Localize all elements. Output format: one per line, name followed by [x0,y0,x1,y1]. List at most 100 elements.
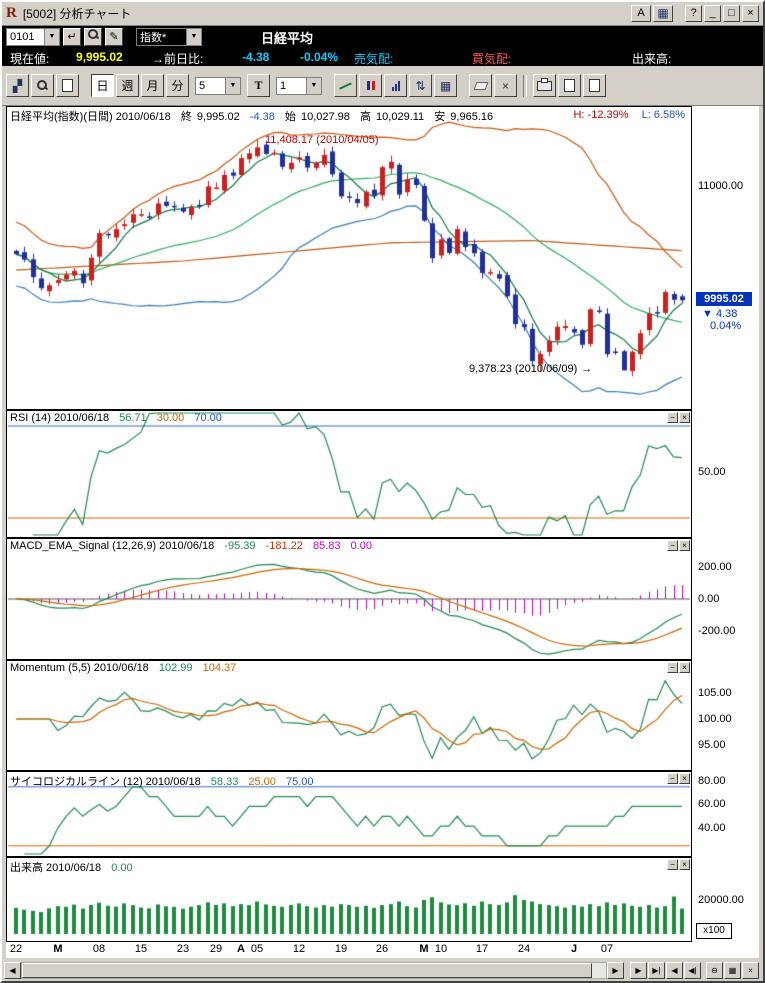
panel-close-button[interactable]: × [679,412,690,423]
symbol-code-input[interactable]: 0101 ▼ [6,28,60,46]
eraser-button[interactable] [469,74,492,97]
jump-start-button[interactable]: ◀| [684,962,701,979]
rsi-axis-label: 50.00 [698,466,726,478]
macd-axis-label: 200.00 [698,561,732,573]
document-icon [62,79,73,92]
up-down-arrows-icon: ⇅ [415,78,426,93]
macd-value: -95.39 [224,540,256,552]
x-axis-label: 10 [434,943,448,955]
search-symbol-button[interactable] [84,28,102,46]
minute-interval-dropdown[interactable]: 5 ▼ [195,76,241,95]
zoom-button[interactable] [31,74,54,97]
edit-symbol-button[interactable]: ✎ [105,28,123,46]
period-minute-button[interactable]: 分 [166,74,189,97]
scale-toggle-button[interactable]: ⇅ [409,74,432,97]
line-chart-type-button[interactable] [334,74,357,97]
volume-label: 出来高: [632,52,672,66]
rsi-canvas[interactable] [7,411,691,537]
save-image-button[interactable] [583,74,606,97]
low-value: 9,965.16 [450,111,494,123]
grid-toggle-button[interactable]: ▦ [434,74,457,97]
momentum-axis-label: 100.00 [698,713,732,725]
period-monthly-button[interactable]: 月 [141,74,164,97]
current-price-value: 9,995.02 [76,50,123,64]
scrollbar-track[interactable] [21,962,607,979]
panel-controls: − × [667,540,690,551]
zoom-out-button[interactable]: ⊖ [706,962,723,979]
grid-view-button[interactable]: ▦ [724,962,741,979]
minimize-button[interactable]: _ [704,5,721,22]
psych-canvas[interactable] [7,772,691,856]
tick-mode-button[interactable]: T [247,74,270,97]
x-axis-label: 12 [292,943,306,955]
arrow-right-icon: → [581,363,593,375]
count-value: 1 [280,79,287,92]
scrollbar-thumb[interactable] [22,963,592,978]
x-axis-label: 17 [475,943,489,955]
psych-value: 58.33 [210,776,239,788]
pattern-tool-button[interactable]: ▞ [6,74,29,97]
high-label: 高 [359,111,371,123]
copy-chart-button[interactable] [56,74,79,97]
macd-panel: MACD_EMA_Signal (12,26,9) 2010/06/18 -95… [6,538,692,660]
volume-canvas[interactable] [7,858,691,941]
maximize-button[interactable]: □ [723,5,740,22]
panel-minimize-button[interactable]: − [667,662,678,673]
panel-close-button[interactable]: × [679,540,690,551]
step-forward-button[interactable]: ▶ [630,962,647,979]
chevron-down-icon[interactable]: ▼ [186,29,201,45]
volume-axis-label: 20000.00 [698,894,744,906]
panel-close-button[interactable]: × [679,773,690,784]
panel-minimize-button[interactable]: − [667,540,678,551]
volume-title: 出来高 2010/06/18 [10,862,102,874]
panel-minimize-button[interactable]: − [667,773,678,784]
change-pct-value: -0.04% [300,50,339,64]
ask-label: 売気配: [354,52,394,66]
main-price-panel: 日経平均(指数)(日間) 2010/06/18 終 9,995.02 -4.38… [6,106,692,410]
panel-close-button[interactable]: × [679,859,690,870]
momentum-canvas[interactable] [7,661,691,770]
main-title: 日経平均(指数)(日間) 2010/06/18 [10,111,171,123]
help-button[interactable]: ? [685,5,702,22]
rsi-header: RSI (14) 2010/06/18 56.71 30.00 70.00 [10,412,229,424]
macd-header: MACD_EMA_Signal (12,26,9) 2010/06/18 -95… [10,540,379,552]
chevron-down-icon[interactable]: ▼ [44,29,59,45]
count-dropdown[interactable]: 1 ▼ [276,76,322,95]
momentum-axis-label: 105.00 [698,687,732,699]
print-button[interactable] [533,74,556,97]
layout-grid-button[interactable]: ▦ [653,5,673,22]
candlestick-type-button[interactable] [359,74,382,97]
export-button[interactable] [558,74,581,97]
high-low-pct-block: H: -12.39% L: 6.58% [563,109,685,121]
open-value: 10,027.98 [300,111,350,123]
title-bar: R [5002] 分析チャート A ▦ ? _ □ × [2,2,763,26]
close-button[interactable]: × [742,5,759,22]
scroll-right-button[interactable]: ▶ [607,962,624,979]
bid-label: 買気配: [472,52,512,66]
x-axis-label: J [570,943,578,955]
jump-end-button[interactable]: ▶| [648,962,665,979]
auto-update-button[interactable]: A [631,5,651,22]
panel-close-button[interactable]: × [679,662,690,673]
scroll-left-button[interactable]: ◀ [4,962,21,979]
panel-minimize-button[interactable]: − [667,859,678,870]
grid-icon: ▦ [439,78,452,93]
chevron-down-icon[interactable]: ▼ [306,77,321,94]
main-chart-canvas[interactable] [7,107,691,409]
chevron-down-icon[interactable]: ▼ [225,77,240,94]
macd-canvas[interactable] [7,539,691,659]
high-pct: H: -12.39% [573,109,629,121]
bar-chart-type-button[interactable] [384,74,407,97]
pencil-icon: ✎ [109,31,119,43]
period-daily-button[interactable]: 日 [91,74,114,97]
step-back-button[interactable]: ◀ [666,962,683,979]
panel-minimize-button[interactable]: − [667,412,678,423]
chart-area: 日経平均(指数)(日間) 2010/06/18 終 9,995.02 -4.38… [6,106,759,958]
change-label: →前日比: [152,52,204,66]
period-weekly-button[interactable]: 週 [116,74,139,97]
macd-axis-label: -200.00 [698,625,736,637]
submit-code-button[interactable]: ↵ [63,28,81,46]
category-dropdown[interactable]: 指数* ▼ [136,28,202,46]
close-view-button[interactable]: × [742,962,759,979]
delete-drawing-button[interactable]: × [494,74,517,97]
